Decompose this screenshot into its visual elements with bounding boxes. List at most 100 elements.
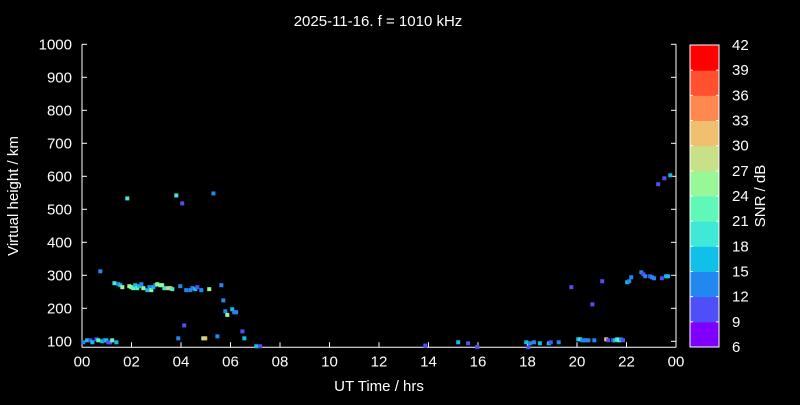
data-point (184, 288, 189, 293)
data-point (203, 336, 208, 341)
data-point (556, 340, 561, 345)
data-point (85, 338, 90, 343)
data-point (81, 340, 86, 345)
data-point (668, 173, 673, 178)
y-tick-label: 1000 (39, 36, 72, 53)
data-point (133, 283, 138, 288)
data-point (621, 338, 626, 343)
data-point (475, 344, 480, 349)
data-point (662, 176, 667, 181)
snr-colorbar: 6 9 12 15 18 21 24 27 30 33 36 39 42 (689, 37, 749, 356)
data-point (162, 286, 167, 291)
y-axis-label: Virtual height / km (5, 136, 22, 256)
colorbar-tick-label: 30 (732, 138, 749, 155)
y-tick-label: 900 (47, 69, 72, 86)
data-point (666, 274, 671, 279)
colorbar-tick-label: 33 (732, 113, 749, 130)
y-tick-label: 400 (47, 234, 72, 251)
data-point (149, 288, 154, 293)
x-tick-label: 18 (519, 353, 536, 370)
colorbar-bin (690, 196, 719, 222)
colorbar-bin (690, 246, 719, 272)
data-point (423, 343, 428, 348)
data-point (176, 336, 181, 341)
y-tick-label: 700 (47, 135, 72, 152)
y-tick-label: 200 (47, 300, 72, 317)
data-point (139, 282, 144, 287)
data-point (254, 344, 259, 349)
data-point (230, 307, 235, 312)
colorbar-tick-label: 9 (732, 314, 740, 331)
data-point (178, 284, 183, 289)
data-point (110, 338, 115, 343)
colorbar-bin (690, 170, 719, 197)
data-point (242, 336, 247, 341)
data-point (155, 282, 160, 287)
colorbar-bin (690, 70, 719, 96)
data-point (240, 329, 245, 334)
y-tick-label: 100 (47, 333, 72, 350)
data-point (590, 302, 595, 307)
y-tick-label: 600 (47, 168, 72, 185)
data-point (199, 288, 204, 293)
x-tick-label: 20 (569, 353, 586, 370)
data-point (141, 286, 146, 291)
data-point (548, 340, 553, 345)
data-point (114, 340, 119, 345)
data-point (125, 196, 130, 201)
data-point (569, 285, 574, 290)
data-point (592, 338, 597, 343)
y-tick-label: 300 (47, 267, 72, 284)
colorbar-bin (690, 145, 719, 172)
colorbar-tick-label: 12 (732, 289, 749, 306)
x-axis-label: UT Time / hrs (334, 378, 424, 395)
data-point (223, 309, 228, 314)
data-point (526, 345, 531, 350)
y-tick-label: 500 (47, 201, 72, 218)
data-point (145, 288, 150, 293)
x-tick-label: 08 (272, 353, 289, 370)
colorbar-tick-label: 18 (732, 238, 749, 255)
data-point (537, 341, 542, 346)
data-point (656, 182, 661, 187)
data-point (174, 193, 179, 198)
plot-axes: 00 02 04 06 08 10 12 14 16 18 20 22 0010020030040050… (39, 36, 685, 370)
data-point (219, 283, 224, 288)
data-point (527, 341, 532, 346)
data-point (215, 334, 220, 339)
data-point (456, 340, 461, 345)
colorbar-bin (690, 45, 719, 71)
colorbar-tick-label: 15 (732, 264, 749, 281)
data-point (147, 285, 152, 290)
data-point (182, 323, 187, 328)
data-point (586, 338, 591, 343)
data-point (180, 201, 185, 206)
x-tick-label: 12 (371, 353, 388, 370)
data-point (234, 310, 239, 315)
data-point (195, 285, 200, 290)
x-tick-label: 04 (173, 353, 190, 370)
data-point (211, 191, 216, 196)
data-point (120, 285, 125, 290)
colorbar-tick-label: 39 (732, 62, 749, 79)
x-tick-label: 22 (618, 353, 635, 370)
data-point (90, 340, 95, 345)
data-point (98, 269, 103, 274)
colorbar-tick-label: 21 (732, 213, 749, 230)
y-tick-label: 800 (47, 102, 72, 119)
data-point (600, 279, 605, 284)
colorbar-bin (690, 120, 719, 147)
data-point (629, 275, 634, 280)
data-point (96, 338, 101, 343)
data-point (258, 344, 263, 349)
x-tick-label: 10 (321, 353, 338, 370)
x-tick-label: 14 (420, 353, 437, 370)
colorbar-bin (690, 271, 719, 298)
colorbar-tick-label: 36 (732, 87, 749, 104)
data-points (81, 173, 673, 350)
colorbar-tick-label: 27 (732, 163, 749, 180)
data-point (137, 284, 142, 289)
data-point (190, 286, 195, 291)
data-point (606, 338, 611, 343)
